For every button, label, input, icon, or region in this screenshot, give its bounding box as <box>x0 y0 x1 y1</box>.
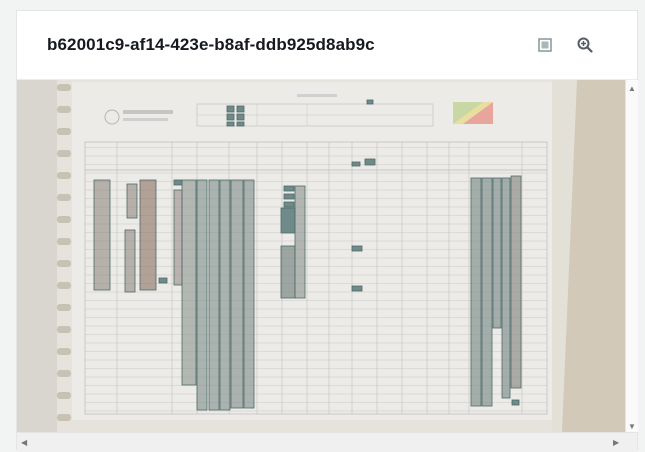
scroll-down-arrow-icon[interactable]: ▼ <box>628 422 636 431</box>
document-id-title: b62001c9-af14-423e-b8af-ddb925d8ab9c <box>47 35 375 54</box>
document-card: b62001c9-af14-423e-b8af-ddb925d8ab9c <box>16 10 638 452</box>
document-photo <box>17 80 625 432</box>
detected-text-overlay <box>93 99 522 411</box>
zoom-in-icon <box>577 37 593 53</box>
horizontal-scrollbar[interactable]: ◀ ▶ <box>17 432 637 452</box>
spiral-binding <box>57 84 71 421</box>
document-image-viewer[interactable] <box>17 80 625 432</box>
flag-icon <box>453 102 493 124</box>
card-header: b62001c9-af14-423e-b8af-ddb925d8ab9c <box>17 11 637 80</box>
square-outline-icon <box>538 38 552 52</box>
vertical-scrollbar[interactable]: ▲ ▼ <box>625 80 638 432</box>
zoom-in-button[interactable] <box>574 34 596 56</box>
toggle-overlay-button[interactable] <box>534 34 556 56</box>
scroll-up-arrow-icon[interactable]: ▲ <box>628 84 636 93</box>
